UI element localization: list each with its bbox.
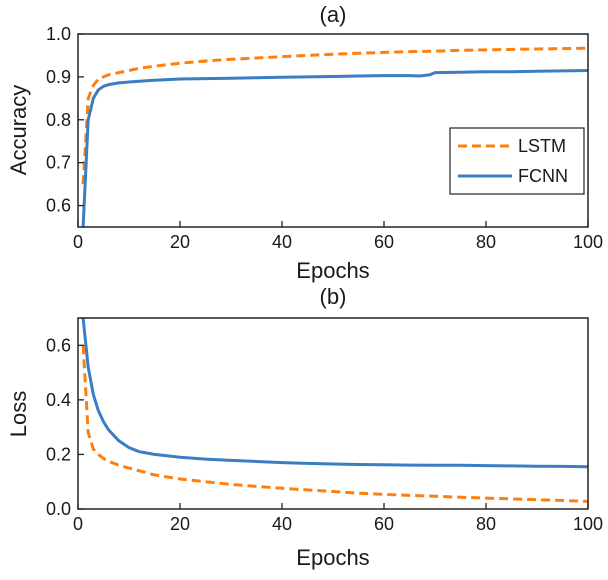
legend-label-lstm: LSTM xyxy=(518,136,566,156)
panel-a-ylabel: Accuracy xyxy=(6,85,31,175)
y-tick-label: 0.2 xyxy=(46,444,71,464)
y-tick-label: 0.6 xyxy=(46,196,71,216)
panel-b-title: (b) xyxy=(320,284,347,309)
panel-loss: (b) 0 20 40 60 80 100 0.0 0.2 0.4 0.6 Epochs Loss xyxy=(6,284,603,570)
y-tick-label: 1.0 xyxy=(46,24,71,44)
series-line-lstm-b xyxy=(81,345,588,503)
y-tick-label: 0.8 xyxy=(46,110,71,130)
panel-b-frame xyxy=(77,317,589,510)
series-line-fcnn-b xyxy=(81,318,588,469)
y-tick-label: 0.4 xyxy=(46,390,71,410)
x-tick-label: 60 xyxy=(374,514,394,534)
y-tick-label: 0.9 xyxy=(46,67,71,87)
series-line-fcnn-a xyxy=(81,69,588,227)
x-tick-label: 40 xyxy=(272,514,292,534)
y-tick-label: 0.7 xyxy=(46,153,71,173)
x-tick-label: 20 xyxy=(170,514,190,534)
legend: LSTM FCNN xyxy=(449,127,585,195)
x-tick-label: 60 xyxy=(374,232,394,252)
x-tick-label: 0 xyxy=(73,514,83,534)
panel-a-xlabel: Epochs xyxy=(296,258,369,283)
x-tick-label: 80 xyxy=(476,514,496,534)
legend-label-fcnn: FCNN xyxy=(518,166,568,186)
series-line-lstm-a xyxy=(81,46,588,185)
x-tick-label: 40 xyxy=(272,232,292,252)
x-tick-label: 80 xyxy=(476,232,496,252)
legend-box xyxy=(449,127,585,195)
loss-series-layer xyxy=(81,318,588,503)
panel-b-ylabel: Loss xyxy=(6,391,31,437)
x-tick-label: 20 xyxy=(170,232,190,252)
panel-b-xlabel: Epochs xyxy=(296,545,369,570)
y-tick-label: 0.0 xyxy=(46,499,71,519)
panel-a-frame xyxy=(77,33,589,228)
accuracy-series-layer xyxy=(81,46,588,227)
x-tick-label: 100 xyxy=(573,514,603,534)
x-tick-label: 100 xyxy=(573,232,603,252)
panel-a-title: (a) xyxy=(320,2,347,27)
loss-ticks: 0 20 40 60 80 100 0.0 0.2 0.4 0.6 xyxy=(46,335,603,534)
panel-accuracy: (a) 0 20 40 60 80 100 0.6 0.7 0.8 0.9 1.0 Epochs A… xyxy=(6,2,603,283)
accuracy-ticks: 0 20 40 60 80 100 0.6 0.7 0.8 0.9 1.0 xyxy=(46,24,603,252)
y-tick-label: 0.6 xyxy=(46,335,71,355)
x-tick-label: 0 xyxy=(73,232,83,252)
